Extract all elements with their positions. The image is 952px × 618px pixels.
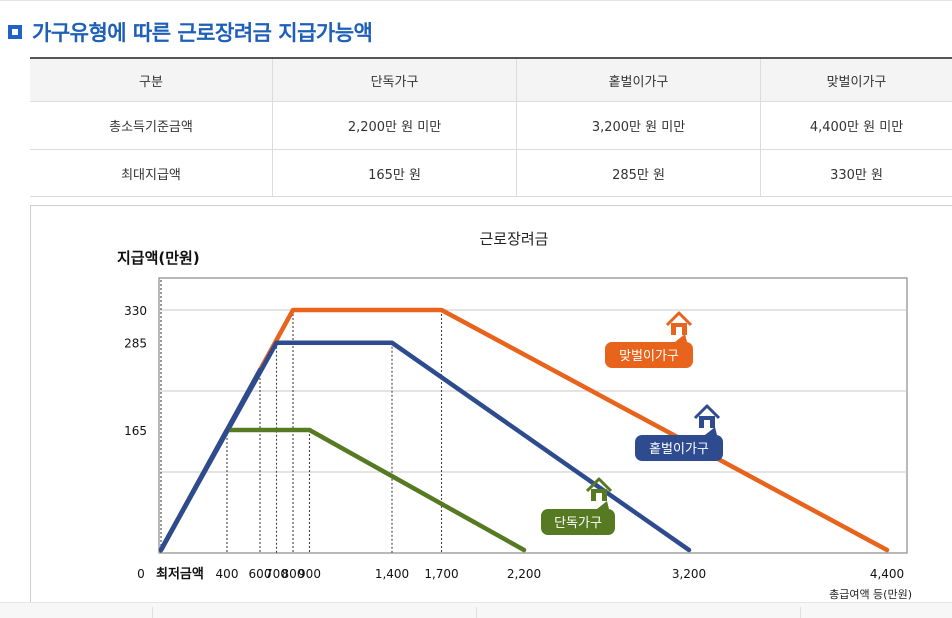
table-cell: 최대지급액 (30, 150, 273, 197)
divider (800, 607, 801, 618)
table-cell: 2,200만 원 미만 (273, 102, 517, 150)
bottom-strip (0, 602, 952, 618)
table-cell: 165만 원 (273, 150, 517, 197)
y-tick-label: 285 (124, 337, 147, 351)
house-icon (596, 493, 602, 501)
table-row: 최대지급액 165만 원 285만 원 330만 원 (30, 150, 952, 197)
page-header: 가구유형에 따른 근로장려금 지급가능액 (8, 16, 372, 48)
table-header-cell: 단독가구 (273, 58, 517, 102)
page-title: 가구유형에 따른 근로장려금 지급가능액 (32, 17, 372, 47)
table-row: 총소득기준금액 2,200만 원 미만 3,200만 원 미만 4,400만 원… (30, 102, 952, 150)
table-cell: 3,200만 원 미만 (517, 102, 761, 150)
legend-label: 홑벌이가구 (649, 442, 709, 457)
plot-frame (159, 278, 907, 553)
x-axis-label: 총급여액 등(만원) (829, 588, 912, 601)
legend-label: 단독가구 (554, 516, 602, 531)
house-icon (676, 327, 682, 335)
x-tick-label: 2,200 (507, 567, 541, 581)
chart-title: 근로장려금 (479, 230, 548, 248)
y-axis-label: 지급액(만원) (117, 249, 200, 267)
table-header-cell: 홑벌이가구 (517, 58, 761, 102)
legend-label: 맞벌이가구 (619, 349, 679, 364)
table-header-row: 구분 단독가구 홑벌이가구 맞벌이가구 (30, 58, 952, 102)
x-tick-label: 1,700 (424, 567, 458, 581)
table-header-cell: 구분 (30, 58, 273, 102)
x-tick-label: 3,200 (672, 567, 706, 581)
x-tick-label: 0 (137, 567, 145, 581)
table-cell: 285만 원 (517, 150, 761, 197)
x-tick-label: 4,400 (870, 567, 904, 581)
divider (152, 607, 153, 618)
x-tick-label: 1,400 (375, 567, 409, 581)
house-icon (704, 420, 710, 428)
top-border (0, 0, 952, 1)
y-tick-label: 330 (124, 304, 147, 318)
divider (476, 607, 477, 618)
x-tick-label: 900 (298, 567, 321, 581)
table-cell: 4,400만 원 미만 (761, 102, 952, 150)
household-table: 구분 단독가구 홑벌이가구 맞벌이가구 총소득기준금액 2,200만 원 미만 … (30, 57, 952, 197)
square-bullet-icon (8, 25, 22, 39)
x-min-label: 최저금액 (156, 567, 204, 582)
y-tick-label: 165 (124, 424, 147, 438)
table-cell: 330만 원 (761, 150, 952, 197)
x-tick-label: 400 (216, 567, 239, 581)
table-header-cell: 맞벌이가구 (761, 58, 952, 102)
table-cell: 총소득기준금액 (30, 102, 273, 150)
